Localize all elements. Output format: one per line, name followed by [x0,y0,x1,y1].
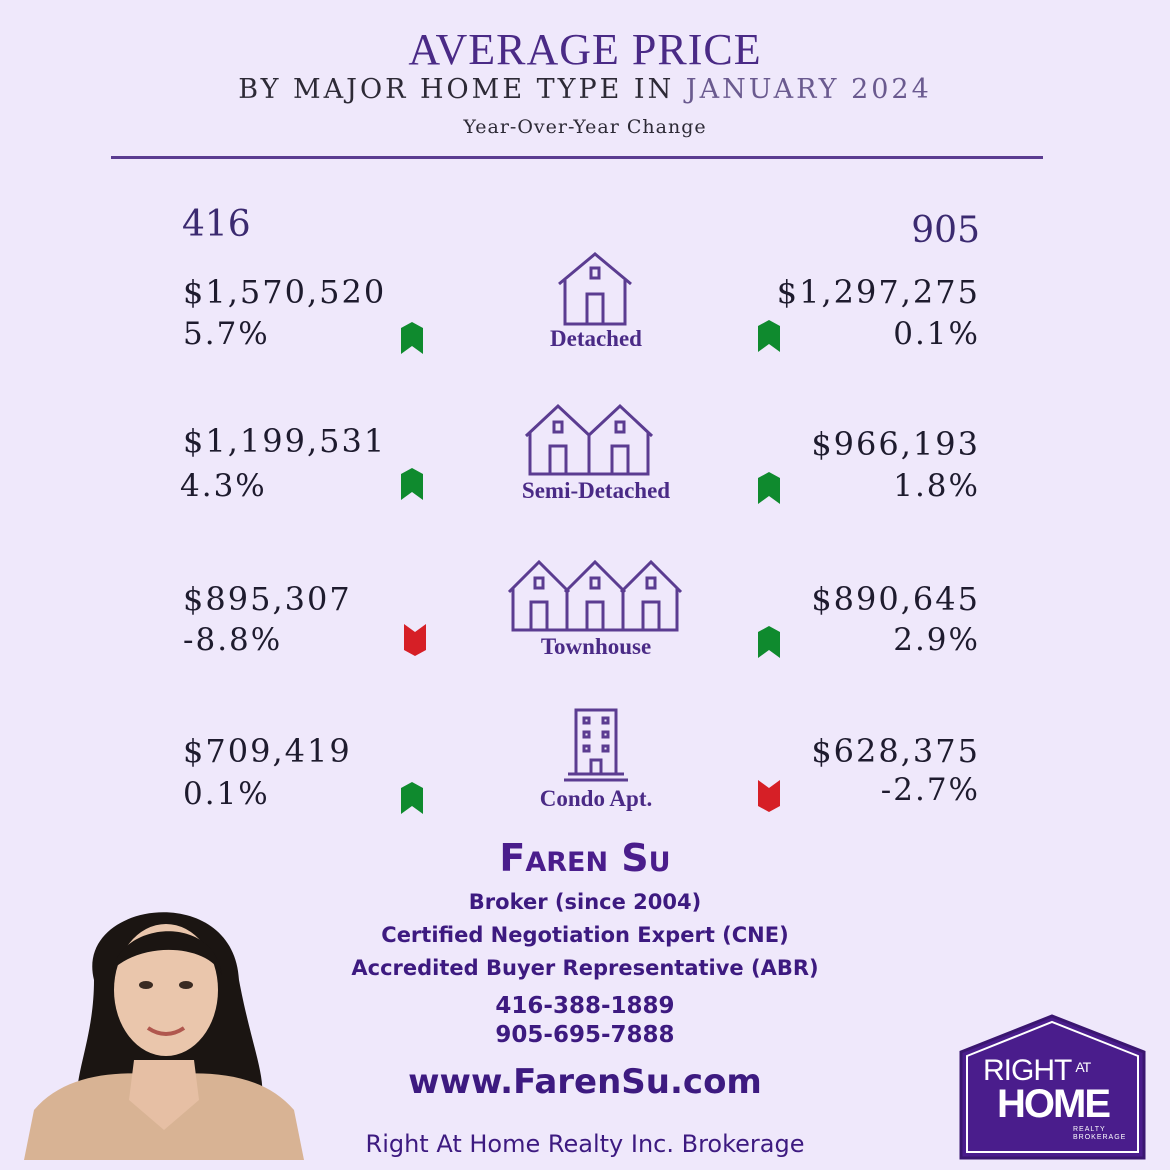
down-arrow-icon [404,624,426,656]
up-arrow-icon [758,626,780,658]
right-price-condo: $628,375 [811,732,980,770]
home-type-label-townhouse: Townhouse [540,634,652,659]
left-change-townhouse: -8.8% [183,622,283,658]
up-arrow-icon [401,782,423,814]
header-divider [111,156,1043,159]
left-price-semi-detached: $1,199,531 [183,422,387,460]
left-price-townhouse: $895,307 [183,580,352,618]
agent-name: Faren Su [499,836,671,880]
logo-brokerage-text: BROKERAGE [1073,1134,1127,1141]
home-type-label-detached: Detached [550,326,642,351]
up-arrow-icon [758,472,780,504]
home-type-label-condo: Condo Apt. [539,786,653,811]
page-subtitle: BY MAJOR HOME TYPE IN JANUARY 2024 [0,74,1170,105]
change-label: Year-Over-Year Change [463,116,707,138]
agent-phone-416[interactable]: 416-388-1889 [495,993,675,1019]
logo-right-text: RIGHT [983,1054,1072,1087]
region-left-label: 416 [182,204,251,245]
agent-photo [24,912,304,1160]
down-arrow-icon [758,780,780,812]
right-price-townhouse: $890,645 [811,580,980,618]
region-right-label: 905 [911,210,980,251]
agent-cert-abr: Accredited Buyer Representative (ABR) [351,956,819,980]
left-price-condo: $709,419 [183,732,352,770]
right-change-detached: 0.1% [893,316,980,352]
up-arrow-icon [758,320,780,352]
condo-building-icon [564,708,628,782]
subtitle-prefix: BY MAJOR HOME TYPE IN [238,74,675,105]
brokerage-name: Right At Home Realty Inc. Brokerage [365,1130,805,1158]
agent-phone-905[interactable]: 905-695-7888 [495,1022,675,1048]
right-change-semi-detached: 1.8% [893,468,980,504]
right-at-home-logo: RIGHT AT HOME REALTY BROKERAGE [955,1012,1150,1162]
right-change-condo: -2.7% [880,772,980,808]
right-price-detached: $1,297,275 [776,273,980,311]
semi-detached-house-icon [524,403,654,476]
subtitle-month: JANUARY 2024 [685,74,932,105]
up-arrow-icon [401,468,423,500]
up-arrow-icon [401,322,423,354]
agent-cert-cne: Certified Negotiation Expert (CNE) [381,923,789,947]
agent-website-link[interactable]: www.FarenSu.com [408,1062,762,1102]
left-change-condo: 0.1% [183,776,270,812]
logo-realty-text: REALTY [1073,1126,1106,1133]
townhouse-icon [507,559,683,632]
detached-house-icon [558,252,632,326]
page-title: AVERAGE PRICE [408,25,762,74]
left-change-semi-detached: 4.3% [180,468,267,504]
left-change-detached: 5.7% [183,316,270,352]
right-change-townhouse: 2.9% [893,622,980,658]
logo-at-text: AT [1075,1059,1091,1075]
right-price-semi-detached: $966,193 [811,425,980,463]
logo-home-text: HOME [997,1082,1111,1126]
home-type-label-semi-detached: Semi-Detached [521,478,671,503]
left-price-detached: $1,570,520 [183,273,387,311]
agent-title: Broker (since 2004) [468,890,702,914]
